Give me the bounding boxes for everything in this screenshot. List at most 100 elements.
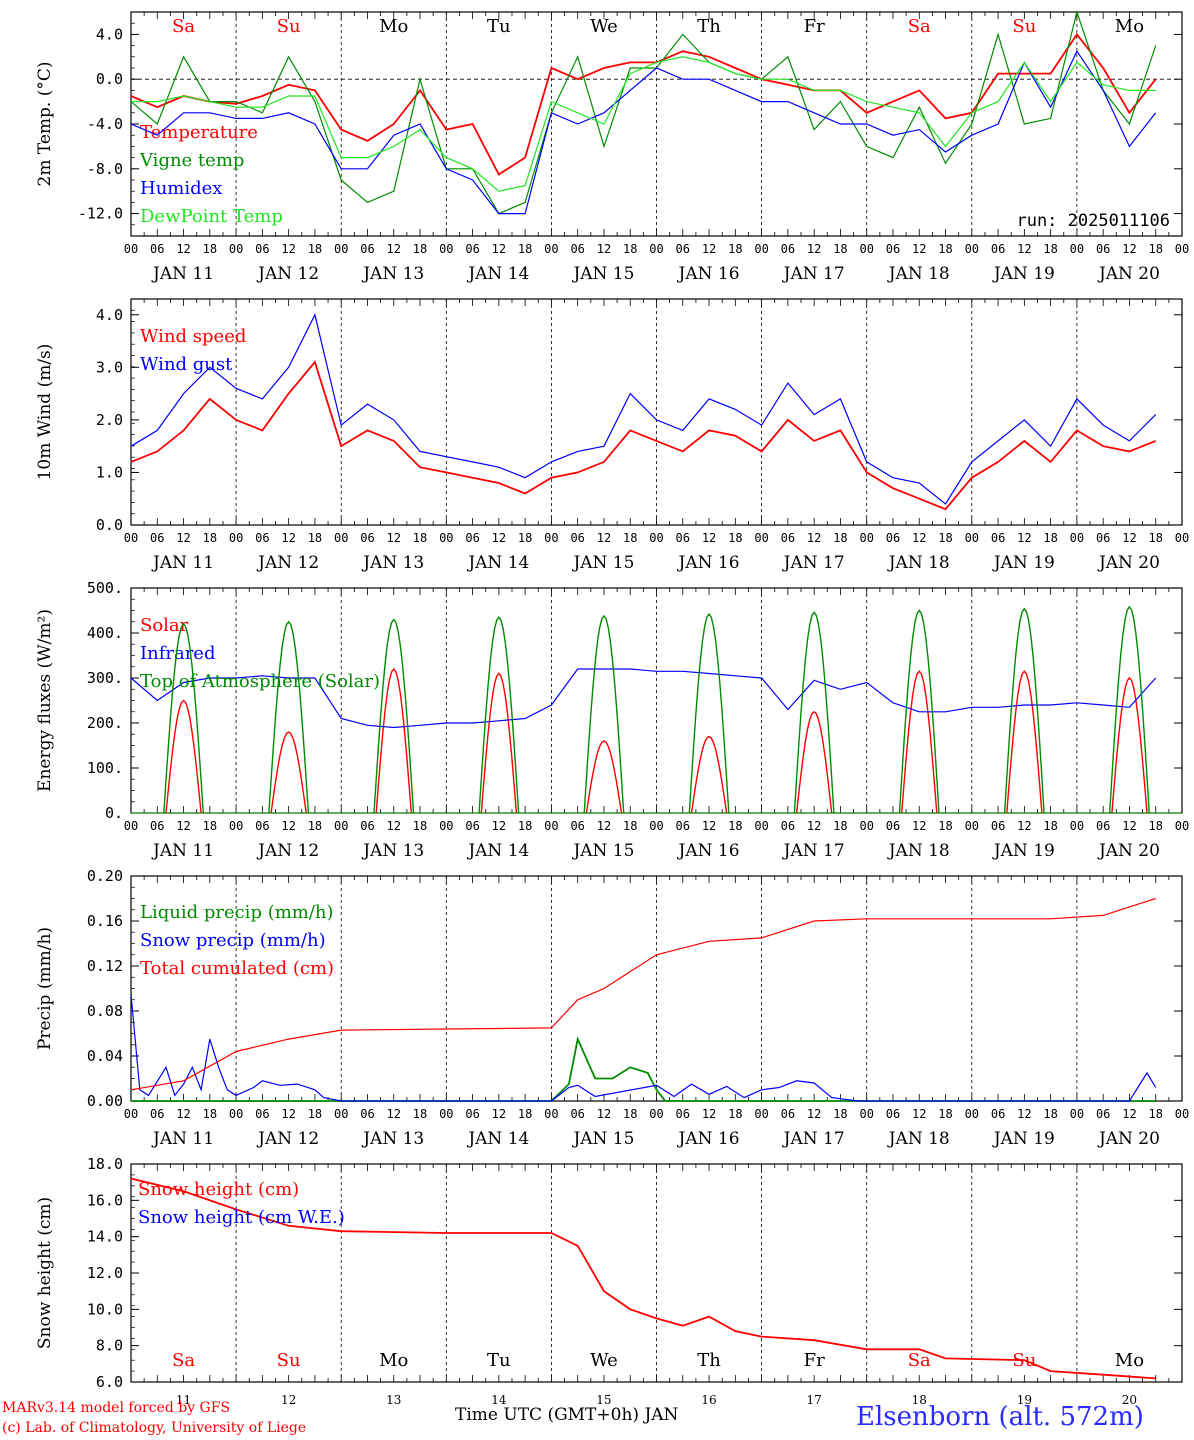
date-label: JAN 16 <box>677 553 740 573</box>
hour-label: 12 <box>702 819 716 833</box>
hour-label: 00 <box>124 531 138 545</box>
day-number-label: 18 <box>912 1393 927 1407</box>
day-of-week-label: Tu <box>487 16 511 37</box>
hour-label: 18 <box>1148 819 1162 833</box>
hour-label: 00 <box>229 819 243 833</box>
hour-label: 06 <box>360 242 374 256</box>
hour-label: 06 <box>1096 531 1110 545</box>
hour-label: 06 <box>886 531 900 545</box>
hour-label: 00 <box>859 1107 873 1121</box>
hour-label: 00 <box>1070 242 1084 256</box>
hour-label: 06 <box>1096 1107 1110 1121</box>
day-number-label: 19 <box>1017 1393 1032 1407</box>
day-number-label: 12 <box>281 1393 296 1407</box>
hour-label: 06 <box>991 819 1005 833</box>
date-label: JAN 15 <box>571 841 634 861</box>
hour-label: 12 <box>1122 1107 1136 1121</box>
date-label: JAN 12 <box>256 1129 319 1149</box>
date-label: JAN 11 <box>151 264 214 284</box>
hour-label: 12 <box>912 819 926 833</box>
hour-label: 00 <box>544 1107 558 1121</box>
series-line <box>585 740 623 814</box>
hour-label: 06 <box>150 531 164 545</box>
x-axis-title: Time UTC (GMT+0h) JAN <box>455 1405 679 1425</box>
hour-label: 00 <box>754 1107 768 1121</box>
y-tick-label: 0.0 <box>96 516 123 534</box>
date-label: JAN 11 <box>151 841 214 861</box>
hour-label: 00 <box>1070 531 1084 545</box>
date-label: JAN 16 <box>677 264 740 284</box>
day-of-week-label: We <box>590 16 618 37</box>
date-label: JAN 15 <box>571 1129 634 1149</box>
hour-label: 00 <box>439 531 453 545</box>
day-of-week-label: Fr <box>804 16 825 37</box>
day-of-week-label: Su <box>1012 1350 1036 1371</box>
hour-label: 12 <box>1122 242 1136 256</box>
hour-label: 12 <box>387 242 401 256</box>
hour-label: 12 <box>176 242 190 256</box>
legend-entry: Top of Atmosphere (Solar) <box>140 671 380 692</box>
date-label: JAN 17 <box>782 1129 845 1149</box>
series-line <box>130 897 1156 1091</box>
hour-label: 12 <box>281 1107 295 1121</box>
hour-label: 12 <box>702 242 716 256</box>
y-tick-label: 0.16 <box>87 912 123 930</box>
day-number-label: 14 <box>491 1393 507 1407</box>
y-tick-label: 300. <box>87 669 123 687</box>
series-line <box>130 360 1157 511</box>
hour-label: 12 <box>176 1107 190 1121</box>
series-line <box>480 672 518 814</box>
run-label: run: 2025011106 <box>1016 211 1170 231</box>
y-tick-label: -8.0 <box>87 160 123 178</box>
series-line <box>130 994 1157 1102</box>
hour-label: 00 <box>859 242 873 256</box>
day-of-week-label: Su <box>277 1350 301 1371</box>
hour-label: 06 <box>676 819 690 833</box>
hour-label: 18 <box>938 1107 952 1121</box>
hour-label: 18 <box>518 1107 532 1121</box>
legend-entry: Wind speed <box>140 326 246 347</box>
hour-label: 00 <box>229 242 243 256</box>
hour-label: 18 <box>938 819 952 833</box>
series-line <box>165 699 202 814</box>
lab-credit: (c) Lab. of Climatology, University of L… <box>2 1420 307 1436</box>
hour-label: 06 <box>255 242 269 256</box>
series-line <box>898 609 940 814</box>
hour-label: 18 <box>1148 242 1162 256</box>
date-label: JAN 16 <box>677 1129 740 1149</box>
hour-label: 00 <box>1175 819 1189 833</box>
hour-label: 00 <box>439 819 453 833</box>
hour-label: 12 <box>1017 1107 1031 1121</box>
hour-label: 06 <box>465 1107 479 1121</box>
y-tick-label: 0.0 <box>96 70 123 88</box>
day-number-label: 11 <box>176 1393 191 1407</box>
hour-label: 00 <box>649 531 663 545</box>
hour-label: 12 <box>597 242 611 256</box>
y-tick-label: -4.0 <box>87 115 123 133</box>
y-tick-label: 8.0 <box>96 1337 123 1355</box>
series-line <box>130 1177 1156 1380</box>
hour-label: 00 <box>965 1107 979 1121</box>
date-label: JAN 20 <box>1097 1129 1160 1149</box>
hour-label: 18 <box>413 242 427 256</box>
hour-label: 00 <box>965 531 979 545</box>
series-line <box>901 670 938 814</box>
date-label: JAN 18 <box>887 264 950 284</box>
hour-label: 00 <box>754 242 768 256</box>
hour-label: 06 <box>465 819 479 833</box>
date-label: JAN 14 <box>466 264 529 284</box>
series-line <box>478 616 520 814</box>
hour-label: 12 <box>1122 819 1136 833</box>
date-label: JAN 17 <box>782 264 845 284</box>
legend-entry: Snow height (cm) <box>138 1179 299 1200</box>
hour-label: 12 <box>597 819 611 833</box>
hour-label: 18 <box>833 242 847 256</box>
hour-label: 06 <box>886 819 900 833</box>
y-tick-label: 6.0 <box>96 1373 123 1391</box>
date-label: JAN 20 <box>1097 841 1160 861</box>
legend-entry: Solar <box>140 615 189 636</box>
hour-label: 18 <box>1043 242 1057 256</box>
date-label: JAN 19 <box>992 841 1055 861</box>
date-label: JAN 19 <box>992 1129 1055 1149</box>
